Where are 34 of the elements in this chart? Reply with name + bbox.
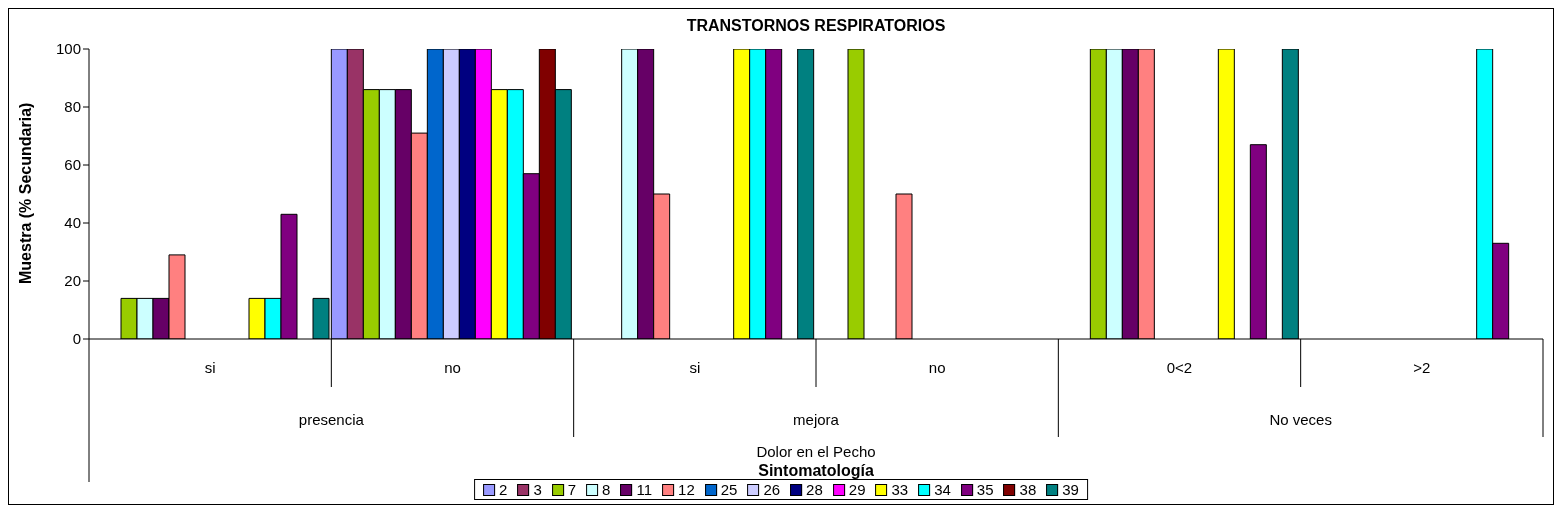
text: mejora bbox=[793, 411, 840, 428]
text: presencia bbox=[298, 411, 365, 428]
y-tick-label: 60 bbox=[64, 156, 81, 174]
x-tick-label: 0<2 bbox=[1166, 359, 1193, 376]
x-tick-label: >2 bbox=[1413, 359, 1431, 376]
legend-label: 26 bbox=[763, 481, 781, 498]
x-tick-label: no bbox=[928, 359, 946, 376]
y-tick-label: 80 bbox=[64, 98, 81, 116]
x-tick-label: si bbox=[204, 359, 216, 376]
x-tick-label: no bbox=[444, 359, 461, 376]
x-tick-label: si bbox=[689, 359, 701, 376]
text: Dolor en el Pecho bbox=[756, 443, 876, 460]
legend-label: 3 bbox=[533, 481, 542, 498]
text: Sintomatología bbox=[757, 462, 875, 480]
legend-label: 12 bbox=[678, 481, 695, 498]
y-axis-title: Muestra (% Secundaria) bbox=[16, 102, 34, 284]
legend-label: 39 bbox=[1062, 481, 1079, 498]
legend-label: 11 bbox=[636, 481, 653, 498]
legend-label: 25 bbox=[720, 481, 738, 498]
legend-label: 28 bbox=[806, 481, 823, 498]
y-tick-label: 20 bbox=[64, 272, 81, 290]
legend-label: 2 bbox=[499, 481, 508, 498]
legend-label: 8 bbox=[602, 481, 611, 498]
legend-label: 29 bbox=[848, 481, 866, 498]
legend-label: 38 bbox=[1019, 481, 1037, 498]
chart-title: TRANSTORNOS RESPIRATORIOS bbox=[685, 17, 947, 35]
text: No veces bbox=[1269, 411, 1332, 428]
y-tick-label: 40 bbox=[64, 214, 81, 232]
legend-label: 7 bbox=[567, 481, 577, 498]
legend-label: 35 bbox=[976, 481, 994, 498]
y-tick-label: 0 bbox=[72, 330, 81, 348]
y-tick-label: 100 bbox=[55, 40, 81, 58]
legend-label: 33 bbox=[891, 481, 909, 498]
legend-label: 34 bbox=[934, 481, 951, 498]
